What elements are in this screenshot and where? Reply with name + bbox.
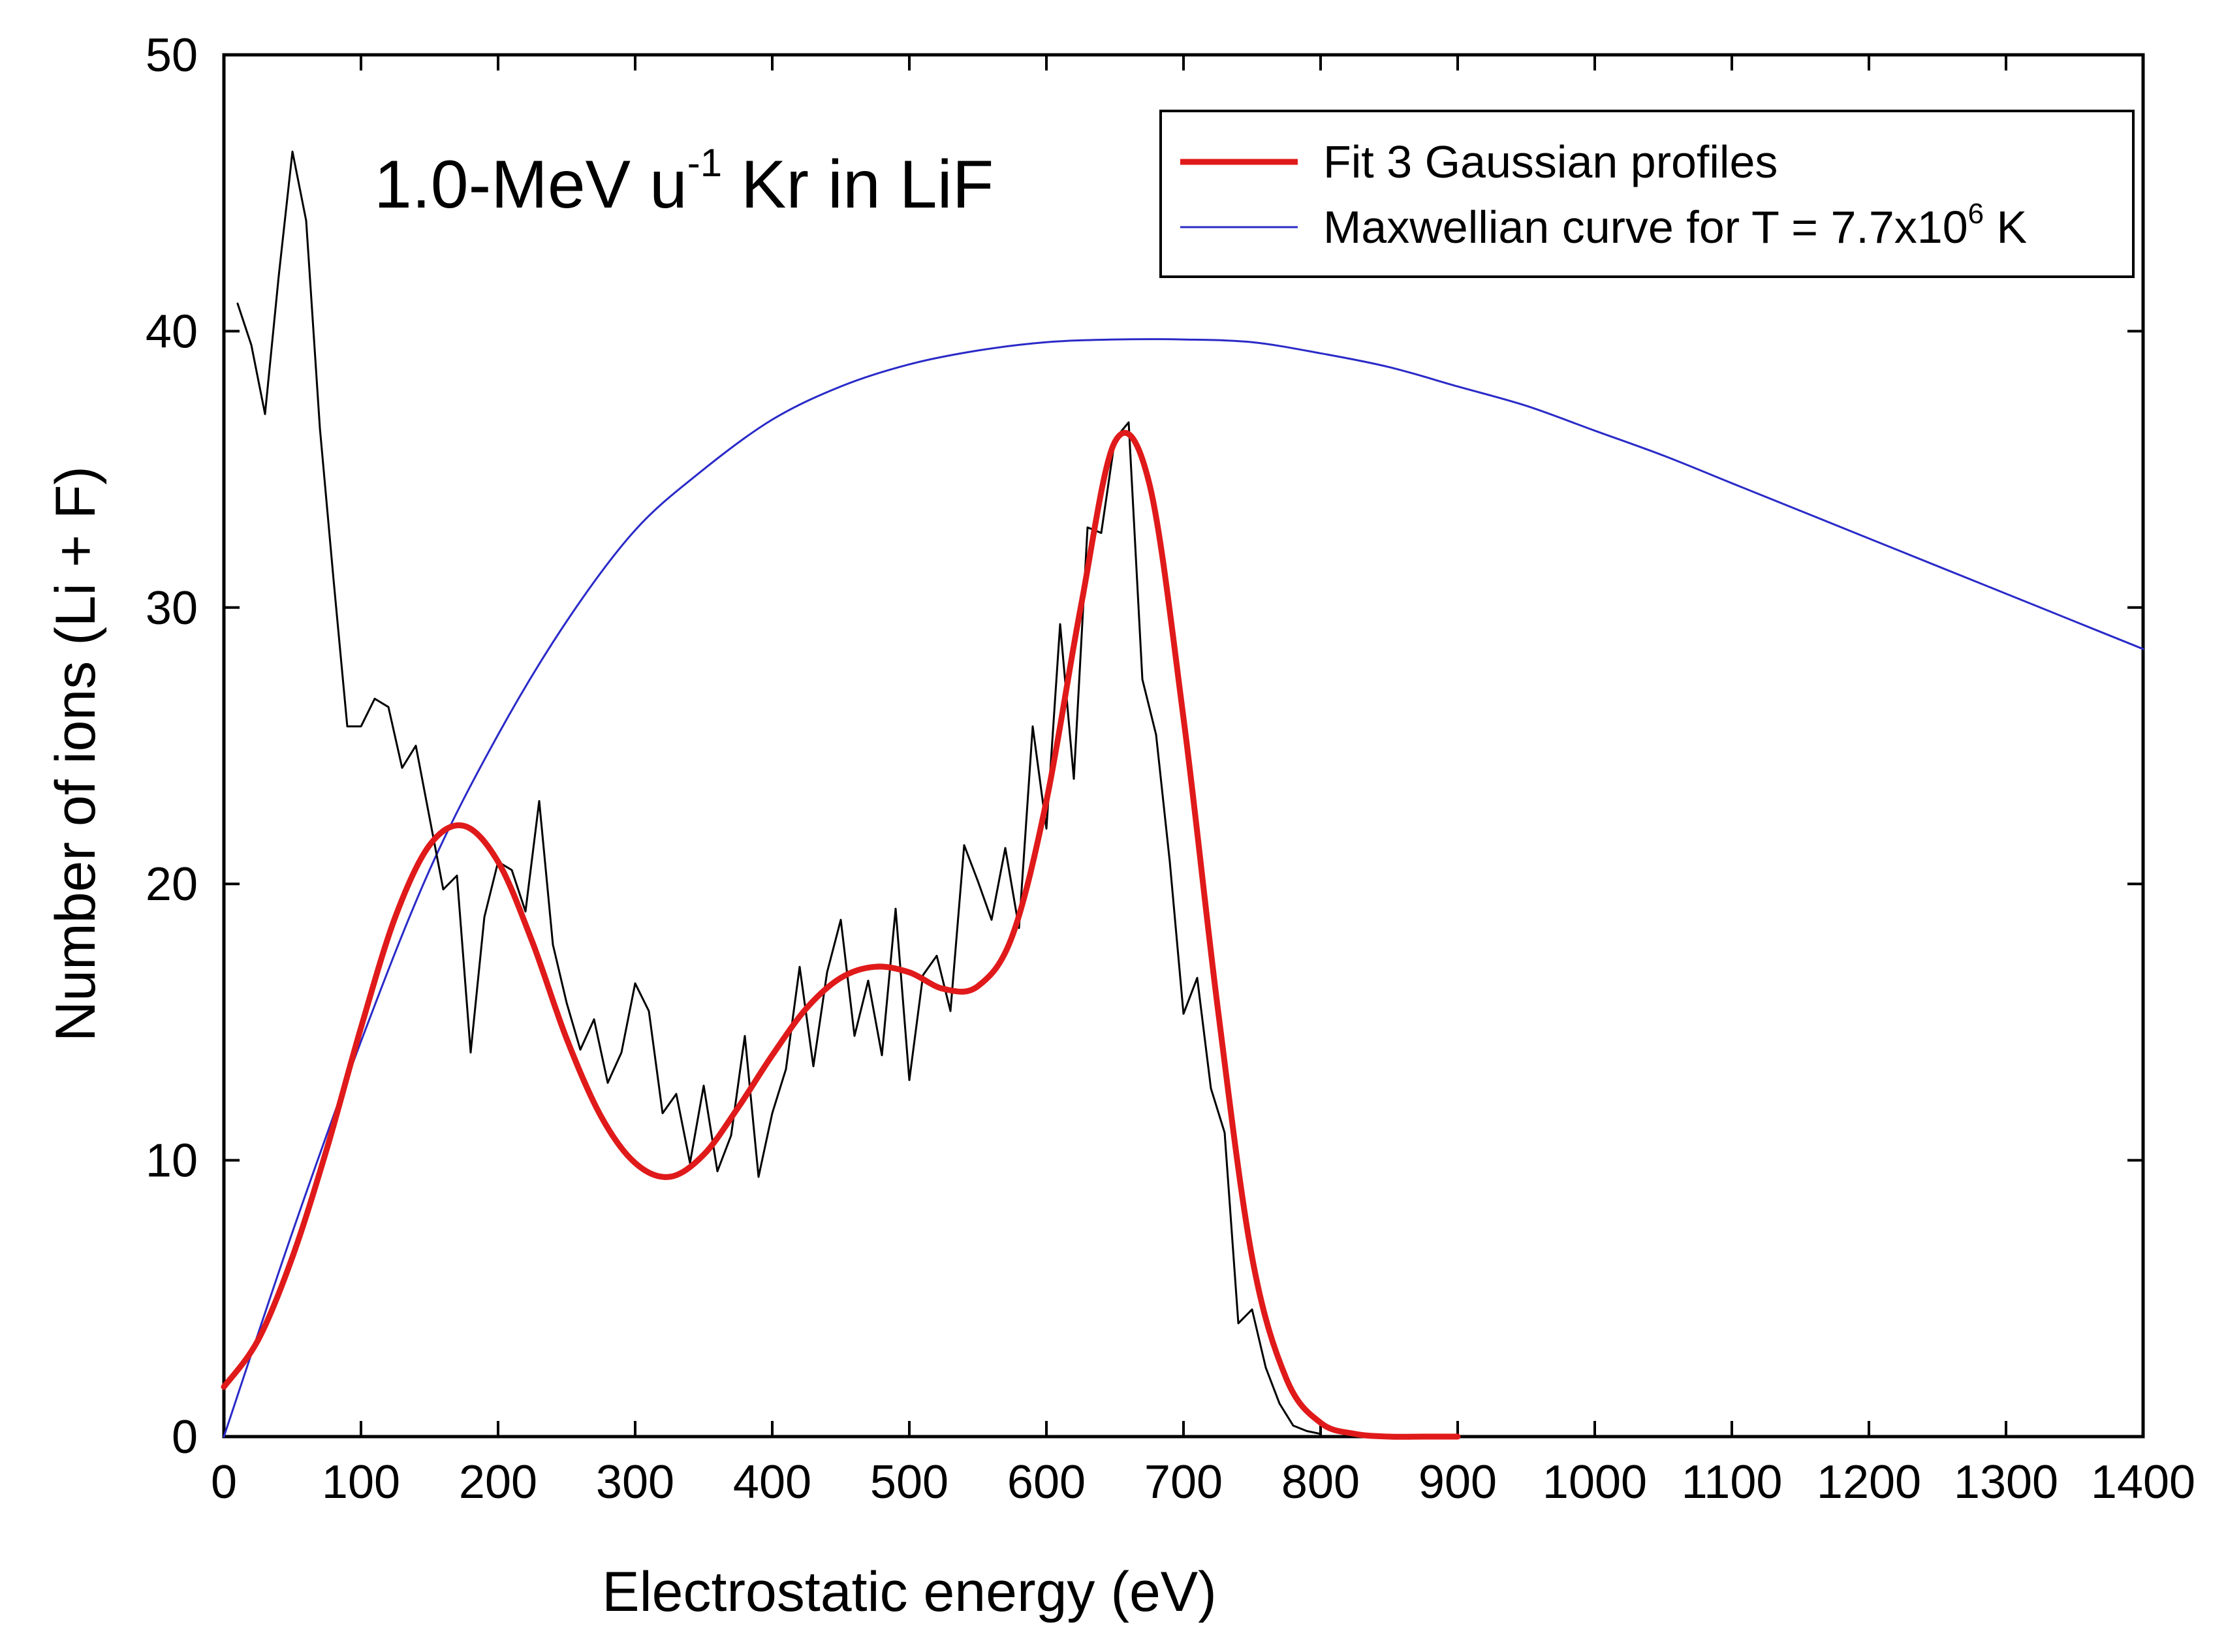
- series-layer: [221, 150, 2144, 1440]
- y-tick-label-30: 30: [146, 582, 198, 634]
- x-tick-label-300: 300: [596, 1456, 674, 1508]
- y-tick-labels: 0 10 20 30 40 50: [146, 29, 198, 1463]
- chart-annotation: 1.0-MeV u-1 Kr in LiF: [374, 141, 994, 223]
- y-axis-label: Number of ions (Li + F): [44, 466, 107, 1042]
- x-tick-label-700: 700: [1144, 1456, 1223, 1508]
- x-axis-label: Electrostatic energy (eV): [602, 1561, 1217, 1623]
- x-tick-label-1300: 1300: [1954, 1456, 2058, 1508]
- legend-label-fit: Fit 3 Gaussian profiles: [1323, 136, 1778, 187]
- x-tick-label-1100: 1100: [1682, 1456, 1783, 1508]
- tick-marks: [223, 54, 2144, 1438]
- y-tick-label-10: 10: [146, 1135, 198, 1187]
- series-gaussian-fit: [221, 429, 1461, 1440]
- x-tick-label-800: 800: [1281, 1456, 1360, 1508]
- x-tick-label-0: 0: [211, 1456, 237, 1508]
- series-maxwellian-curve: [223, 338, 2144, 1438]
- y-tick-label-50: 50: [146, 29, 198, 82]
- y-tick-label-20: 20: [146, 858, 198, 911]
- x-tick-label-1200: 1200: [1817, 1456, 1921, 1508]
- legend: Fit 3 Gaussian profiles Maxwellian curve…: [1159, 110, 2135, 278]
- x-tick-label-600: 600: [1007, 1456, 1086, 1508]
- x-tick-label-1400: 1400: [2091, 1456, 2195, 1508]
- legend-label-maxwellian: Maxwellian curve for T = 7.7x106 K: [1323, 198, 2027, 253]
- legend-box: [1159, 110, 2135, 278]
- x-tick-label-900: 900: [1419, 1456, 1497, 1508]
- series-experimental-data: [236, 150, 1322, 1435]
- x-tick-label-200: 200: [459, 1456, 537, 1508]
- x-tick-labels: 0 100 200 300 400 500 600 700 800 900 1000 1100 1200…: [211, 1456, 2195, 1508]
- x-tick-label-500: 500: [870, 1456, 948, 1508]
- y-tick-label-0: 0: [172, 1411, 198, 1463]
- x-tick-label-1000: 1000: [1543, 1456, 1647, 1508]
- y-tick-label-40: 40: [146, 305, 198, 358]
- x-tick-label-100: 100: [322, 1456, 400, 1508]
- x-tick-label-400: 400: [733, 1456, 811, 1508]
